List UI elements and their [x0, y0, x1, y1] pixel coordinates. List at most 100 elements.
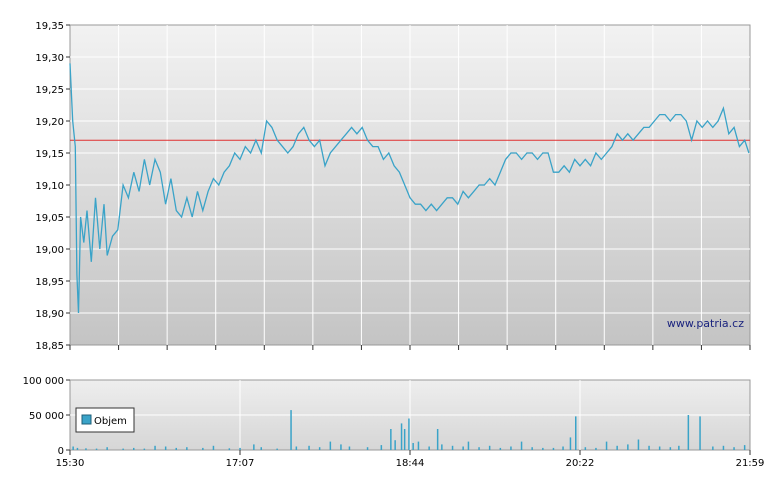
price-y-tick-label: 19,20: [35, 117, 64, 128]
volume-bar: [260, 447, 262, 450]
volume-bar: [72, 446, 74, 450]
volume-bar: [436, 429, 439, 450]
volume-bar: [595, 447, 597, 450]
x-tick-label: 17:07: [226, 458, 255, 469]
volume-bar: [239, 447, 241, 450]
legend-label: Objem: [94, 416, 127, 427]
volume-bar: [154, 445, 156, 450]
price-y-tick-label: 19,05: [35, 213, 64, 224]
x-tick-label: 21:59: [736, 458, 765, 469]
volume-bar: [699, 416, 701, 450]
time-x-axis: 15:30 17:07 18:44 20:22 21:59: [56, 450, 765, 469]
volume-bar: [106, 447, 108, 450]
volume-y-tick-label: 0: [58, 446, 64, 457]
volume-bar: [408, 418, 410, 450]
price-y-tick-label: 19,00: [35, 245, 64, 256]
watermark: www.patria.cz: [667, 317, 744, 330]
volume-bar: [308, 445, 310, 450]
price-y-tick-label: 19,10: [35, 181, 64, 192]
volume-bar: [390, 429, 392, 450]
volume-bar: [616, 445, 618, 450]
volume-bar: [441, 444, 443, 450]
x-tick-label: 15:30: [56, 458, 85, 469]
volume-bar: [428, 446, 430, 450]
volume-bar: [212, 445, 215, 450]
volume-bar: [605, 441, 608, 450]
volume-bar: [403, 429, 406, 450]
volume-bar: [552, 447, 555, 450]
volume-y-tick-label: 100 000: [23, 376, 64, 387]
price-panel: 19,35 19,30 19,25 19,20 19,15 19,10 19,05 19,00…: [35, 21, 751, 352]
volume-bar: [637, 439, 640, 450]
volume-bar: [417, 441, 420, 450]
volume-bar: [340, 444, 342, 450]
volume-bar: [348, 446, 351, 450]
volume-bar: [133, 447, 135, 450]
volume-bar: [722, 445, 725, 450]
volume-bar: [202, 447, 204, 450]
volume-bar: [488, 445, 491, 450]
volume-bar: [531, 447, 533, 450]
volume-bar: [186, 447, 188, 450]
volume-bar: [400, 423, 403, 450]
price-y-tick-label: 18,90: [35, 309, 64, 320]
volume-bar: [712, 446, 714, 450]
volume-bar: [366, 447, 369, 450]
price-y-tick-label: 18,95: [35, 277, 64, 288]
volume-bar: [76, 447, 79, 450]
volume-bar: [627, 444, 629, 450]
price-y-tick-label: 18,85: [35, 341, 64, 352]
volume-bar: [95, 448, 98, 450]
price-y-tick-label: 19,25: [35, 85, 64, 96]
volume-bar: [562, 446, 564, 450]
price-y-axis: 19,35 19,30 19,25 19,20 19,15 19,10 19,05 19,00…: [35, 21, 751, 352]
volume-panel: 100 000 50 000 0 15:30 17:07 18:44 20:22 21:59…: [23, 376, 765, 469]
volume-bar: [394, 440, 396, 450]
legend-swatch: [81, 414, 92, 425]
volume-bar: [478, 447, 480, 450]
volume-bar: [462, 446, 464, 450]
volume-bar: [648, 445, 650, 450]
volume-bar: [467, 441, 470, 450]
volume-bar: [276, 448, 278, 450]
volume-bar: [510, 446, 512, 450]
x-tick-label: 18:44: [396, 458, 425, 469]
volume-bar: [85, 448, 87, 451]
volume-bar: [143, 448, 146, 450]
volume-bar: [380, 445, 383, 450]
volume-bar: [318, 447, 321, 450]
volume-bar: [175, 447, 177, 450]
volume-y-tick-label: 50 000: [29, 411, 64, 422]
volume-bar: [542, 447, 544, 450]
price-series-line: [69, 63, 750, 314]
price-y-tick-label: 19,35: [35, 21, 64, 32]
volume-bar: [575, 416, 577, 450]
volume-bar: [687, 415, 690, 450]
volume-bar: [295, 446, 298, 450]
volume-bar: [669, 447, 672, 450]
volume-bar: [733, 447, 735, 450]
volume-bar: [412, 443, 414, 450]
volume-bar: [228, 448, 231, 451]
volume-bar: [658, 446, 661, 450]
price-y-tick-label: 19,30: [35, 53, 64, 64]
legend: Objem: [75, 407, 135, 433]
volume-bar: [329, 441, 332, 450]
volume-bar: [569, 437, 572, 450]
volume-y-axis: 100 000 50 000 0: [23, 376, 70, 457]
volume-bar: [499, 447, 502, 450]
price-gridlines: [70, 25, 750, 345]
volume-bar: [584, 447, 587, 450]
volume-bar: [520, 441, 523, 450]
price-y-tick-label: 19,15: [35, 149, 64, 160]
x-tick-label: 20:22: [566, 458, 595, 469]
volume-bar: [678, 445, 680, 450]
volume-bar: [743, 445, 746, 450]
volume-bar: [122, 448, 124, 450]
volume-bar: [290, 410, 292, 450]
volume-bars: [72, 410, 746, 451]
volume-bar: [253, 444, 255, 450]
volume-bar: [164, 446, 167, 450]
